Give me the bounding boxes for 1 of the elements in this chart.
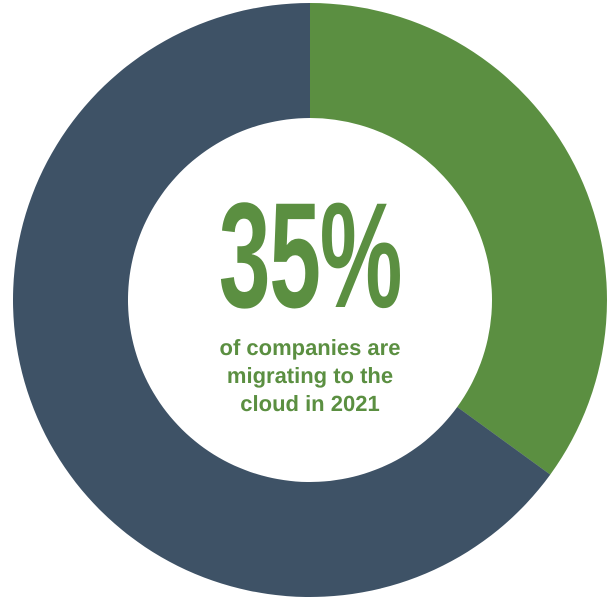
donut-slice [13,3,550,597]
